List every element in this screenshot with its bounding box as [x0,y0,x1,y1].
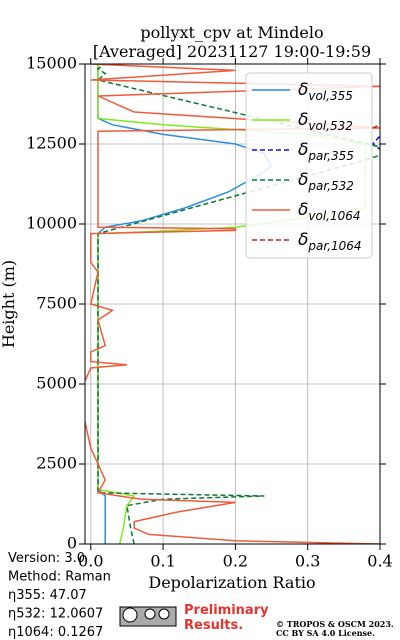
legend-symbol: δ [298,140,308,160]
x-axis-label: Depolarization Ratio [148,573,315,592]
profile-line [372,123,380,129]
y-tick-label: 2500 [36,454,77,473]
chart-title: pollyxt_cpv at Mindelo [140,23,323,42]
plot-frame [84,63,381,545]
x-tick-label: 0.1 [150,552,175,571]
notice: Preliminary [184,603,269,618]
legend-label: δpar,532 [298,170,354,193]
legend-symbol: δ [298,230,308,250]
cc-logo [119,606,177,627]
legend-label: δpar,355 [298,140,354,163]
y-tick-label: 12500 [26,134,77,153]
y-tick-label: 15000 [26,54,77,73]
legend-subscript: par,355 [307,149,354,163]
info-line: η532: 12.0607 [8,607,103,622]
legend-subscript: par,1064 [307,239,361,253]
info-line: η355: 47.07 [8,588,87,603]
legend: δvol,355δvol,532δpar,355δpar,532δvol,106… [245,72,373,259]
x-tick-label: 0.3 [295,552,320,571]
x-tick-label: 0.4 [367,552,392,571]
notice: Results. [184,618,243,633]
legend-symbol: δ [298,170,308,190]
y-tick-label: 5000 [36,374,77,393]
x-tick-label: 0.0 [78,552,103,571]
y-tick-label: 7500 [36,294,77,313]
legend-subscript: vol,355 [308,89,353,103]
y-tick-label: 10000 [26,214,77,233]
legend-symbol: δ [298,80,308,100]
x-tick-label: 0.2 [223,552,248,571]
profile-line [97,64,367,544]
legend-label: δpar,1064 [298,230,362,253]
legend-label: δvol,1064 [298,200,361,223]
info-line: Version: 3.0 [8,551,85,566]
legend-symbol: δ [298,110,308,130]
copyright: © TROPOS & OSCM 2023. [276,619,394,629]
profile-line [371,134,380,151]
y-tick-label: 0 [67,534,77,553]
legend-subscript: vol,532 [308,119,353,133]
legend-label: δvol,355 [298,80,353,103]
info-line: η1064: 0.1267 [8,625,103,640]
legend-subscript: vol,1064 [308,209,360,223]
profile-line [97,64,273,544]
chart-subtitle: [Averaged] 20231127 19:00-19:59 [93,42,371,61]
legend-label: δvol,532 [298,110,353,133]
copyright: CC BY SA 4.0 License. [276,628,375,638]
y-axis-label: Height (m) [0,260,18,348]
legend-symbol: δ [298,200,308,220]
legend-subscript: par,532 [307,179,354,193]
info-line: Method: Raman [8,570,111,585]
